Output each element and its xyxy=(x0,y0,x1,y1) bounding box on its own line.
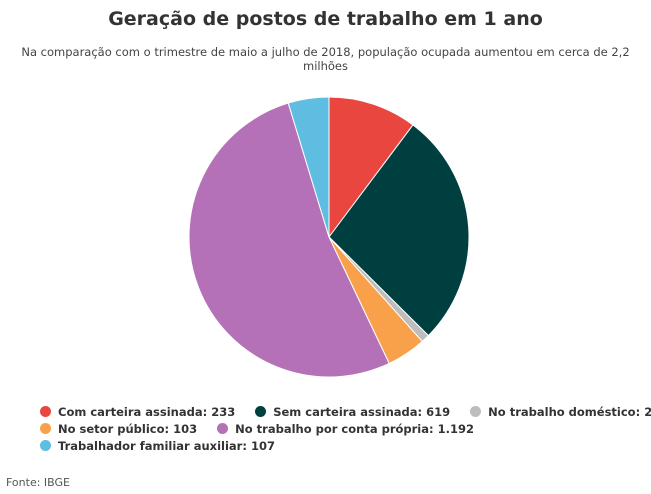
legend-swatch xyxy=(217,423,229,434)
legend-item-com-carteira[interactable]: Com carteira assinada: 233 xyxy=(40,405,235,419)
legend-item-familiar-auxiliar[interactable]: Trabalhador familiar auxiliar: 107 xyxy=(40,439,275,453)
legend-row: Trabalhador familiar auxiliar: 107 xyxy=(40,437,640,454)
pie-slice-1[interactable] xyxy=(328,124,470,337)
legend-swatch xyxy=(40,406,51,417)
legend-row: Com carteira assinada: 233 Sem carteira … xyxy=(40,403,651,420)
legend-item-domestico[interactable]: No trabalho doméstico: 22 xyxy=(470,405,651,419)
legend-value: 233 xyxy=(211,404,236,419)
legend-item-setor-publico[interactable]: No setor público: 103 xyxy=(40,422,197,436)
pie-chart xyxy=(188,96,470,378)
legend-value: 103 xyxy=(173,421,198,436)
legend-label: Com carteira assinada xyxy=(58,404,203,419)
legend-label: No trabalho doméstico xyxy=(488,404,636,419)
pie-slice-4[interactable] xyxy=(188,102,390,378)
pie-slice-5[interactable] xyxy=(287,96,330,238)
chart-subtitle: Na comparação com o trimestre de maio a … xyxy=(21,45,630,73)
legend-item-sem-carteira[interactable]: Sem carteira assinada: 619 xyxy=(255,405,450,419)
legend-value: 107 xyxy=(250,438,275,453)
legend-item-conta-propria[interactable]: No trabalho por conta própria: 1.192 xyxy=(217,422,474,436)
legend-swatch xyxy=(40,423,51,434)
source-note: Fonte: IBGE xyxy=(6,476,70,489)
legend-value: 619 xyxy=(426,404,451,419)
legend-label: No setor público xyxy=(58,421,165,436)
legend-row: No setor público: 103 No trabalho por co… xyxy=(40,420,640,437)
chart-title: Geração de postos de trabalho em 1 ano xyxy=(108,8,543,30)
pie-slice-0[interactable] xyxy=(328,96,414,239)
legend-label: No trabalho por conta própria xyxy=(235,421,429,436)
chart-legend: Com carteira assinada: 233 Sem carteira … xyxy=(40,403,651,454)
legend-value: 22 xyxy=(644,404,651,419)
legend-label: Sem carteira assinada xyxy=(273,404,418,419)
legend-label: Trabalhador familiar auxiliar xyxy=(58,438,243,453)
legend-swatch xyxy=(40,440,51,451)
legend-swatch xyxy=(255,406,267,417)
legend-swatch xyxy=(470,406,482,417)
legend-value: 1.192 xyxy=(437,421,474,436)
